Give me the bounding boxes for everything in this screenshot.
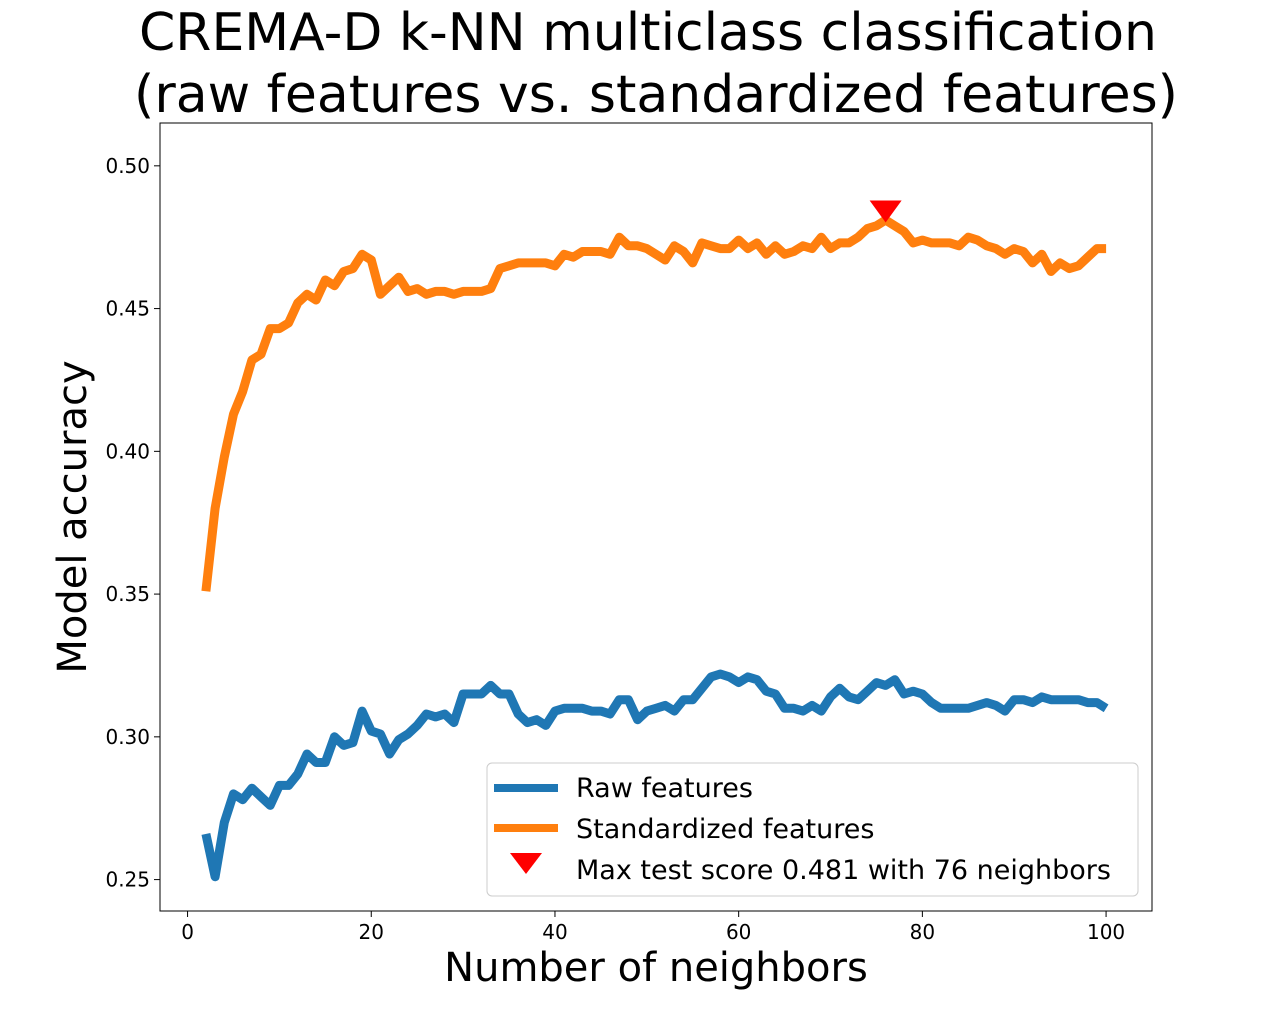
legend-marker-max-test-score [510, 853, 542, 874]
y-tick-label: 0.35 [105, 582, 150, 606]
y-axis-label: Model accuracy [50, 360, 96, 673]
plot-frame [159, 122, 1153, 912]
legend-label-raw-features: Raw features [576, 773, 753, 804]
x-tick-label: 40 [542, 920, 567, 944]
y-tick-label: 0.40 [105, 439, 150, 463]
legend-label-standardized-features: Standardized features [576, 814, 874, 845]
legend-box [486, 762, 1139, 897]
chart-title-line-1: CREMA-D k-NN multiclass classification [139, 3, 1157, 63]
y-tick-label: 0.50 [105, 154, 150, 178]
max-test-score-marker [869, 200, 902, 223]
chart-title-line-2: (raw features vs. standardized features) [134, 65, 1178, 125]
y-tick-label: 0.25 [105, 868, 150, 892]
plot-area [201, 200, 1109, 882]
y-axis: 0.25 0.30 0.35 0.40 0.45 0.50 [105, 154, 160, 892]
x-tick-label: 60 [726, 920, 751, 944]
x-tick-label: 20 [359, 920, 384, 944]
series-line-standardized-features [201, 215, 1107, 592]
y-tick-label: 0.45 [105, 297, 150, 321]
series-line-raw-features [201, 669, 1109, 882]
legend-label-max-test-score: Max test score 0.481 with 76 neighbors [576, 855, 1111, 886]
legend: Raw features Standardized features Max t… [486, 762, 1139, 897]
x-tick-label: 80 [910, 920, 935, 944]
x-axis-label: Number of neighbors [444, 945, 868, 991]
y-tick-label: 0.30 [105, 725, 150, 749]
x-axis: 0 20 40 60 80 100 [181, 911, 1125, 944]
x-tick-label: 0 [181, 920, 194, 944]
x-tick-label: 100 [1087, 920, 1125, 944]
